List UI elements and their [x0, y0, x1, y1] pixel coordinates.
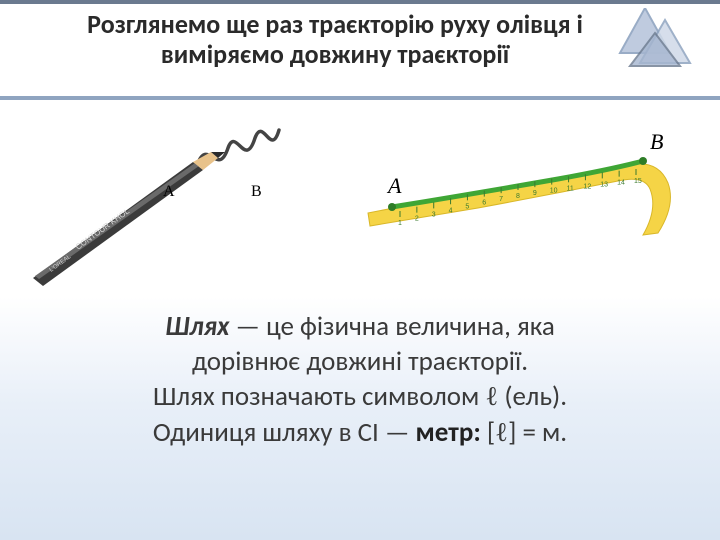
- svg-text:2: 2: [414, 215, 418, 222]
- svg-text:10: 10: [549, 187, 557, 194]
- pencil-illustration: CONTOUR KHOL L'OREAL А В: [23, 108, 313, 288]
- svg-text:1: 1: [398, 220, 402, 227]
- symbol-ell-1: ℓ: [485, 381, 498, 411]
- svg-text:8: 8: [516, 193, 520, 200]
- slide-title: Розглянемо ще раз траєкторію руху олівця…: [30, 10, 640, 70]
- pencil: CONTOUR KHOL L'OREAL: [33, 152, 225, 286]
- unit-word: метр:: [416, 416, 481, 449]
- svg-text:13: 13: [600, 181, 608, 188]
- def-line3b: (ель).: [498, 380, 567, 413]
- svg-text:6: 6: [482, 199, 486, 206]
- def-line4c: ] = м.: [508, 416, 567, 449]
- ruler-label-b: B: [650, 129, 663, 154]
- def-line3a: Шлях позначають символом: [153, 380, 485, 413]
- svg-text:5: 5: [465, 203, 469, 210]
- def-line4a: Одиниця шляху в СІ —: [153, 416, 416, 449]
- svg-text:7: 7: [499, 196, 503, 203]
- svg-text:4: 4: [448, 207, 452, 214]
- point-a-dot: [388, 203, 396, 211]
- point-b-dot: [639, 157, 647, 165]
- ruler-label-a: A: [386, 173, 402, 198]
- pencil-brand-text: CONTOUR KHOL: [73, 206, 131, 251]
- svg-text:3: 3: [431, 211, 435, 218]
- def-line4b: [: [481, 416, 495, 449]
- definition-text: Шлях — це фізична величина, яка дорівнює…: [40, 310, 680, 450]
- symbol-ell-2: ℓ: [495, 417, 508, 447]
- svg-text:9: 9: [532, 190, 536, 197]
- svg-text:12: 12: [583, 183, 591, 190]
- term-word: Шлях: [165, 310, 229, 343]
- pencil-label-a: А: [163, 183, 175, 200]
- svg-text:15: 15: [634, 178, 642, 185]
- def-line1-rest: — це фізична величина, яка: [229, 310, 554, 343]
- ruler-illustration: 123456789101112131415 A B: [358, 123, 698, 273]
- illustration-row: CONTOUR KHOL L'OREAL А В 123456789101112…: [0, 105, 720, 290]
- pencil-label-b: В: [251, 183, 262, 200]
- svg-text:11: 11: [566, 185, 573, 192]
- svg-text:14: 14: [617, 179, 625, 186]
- def-line2: дорівнює довжині траєкторії.: [192, 345, 528, 378]
